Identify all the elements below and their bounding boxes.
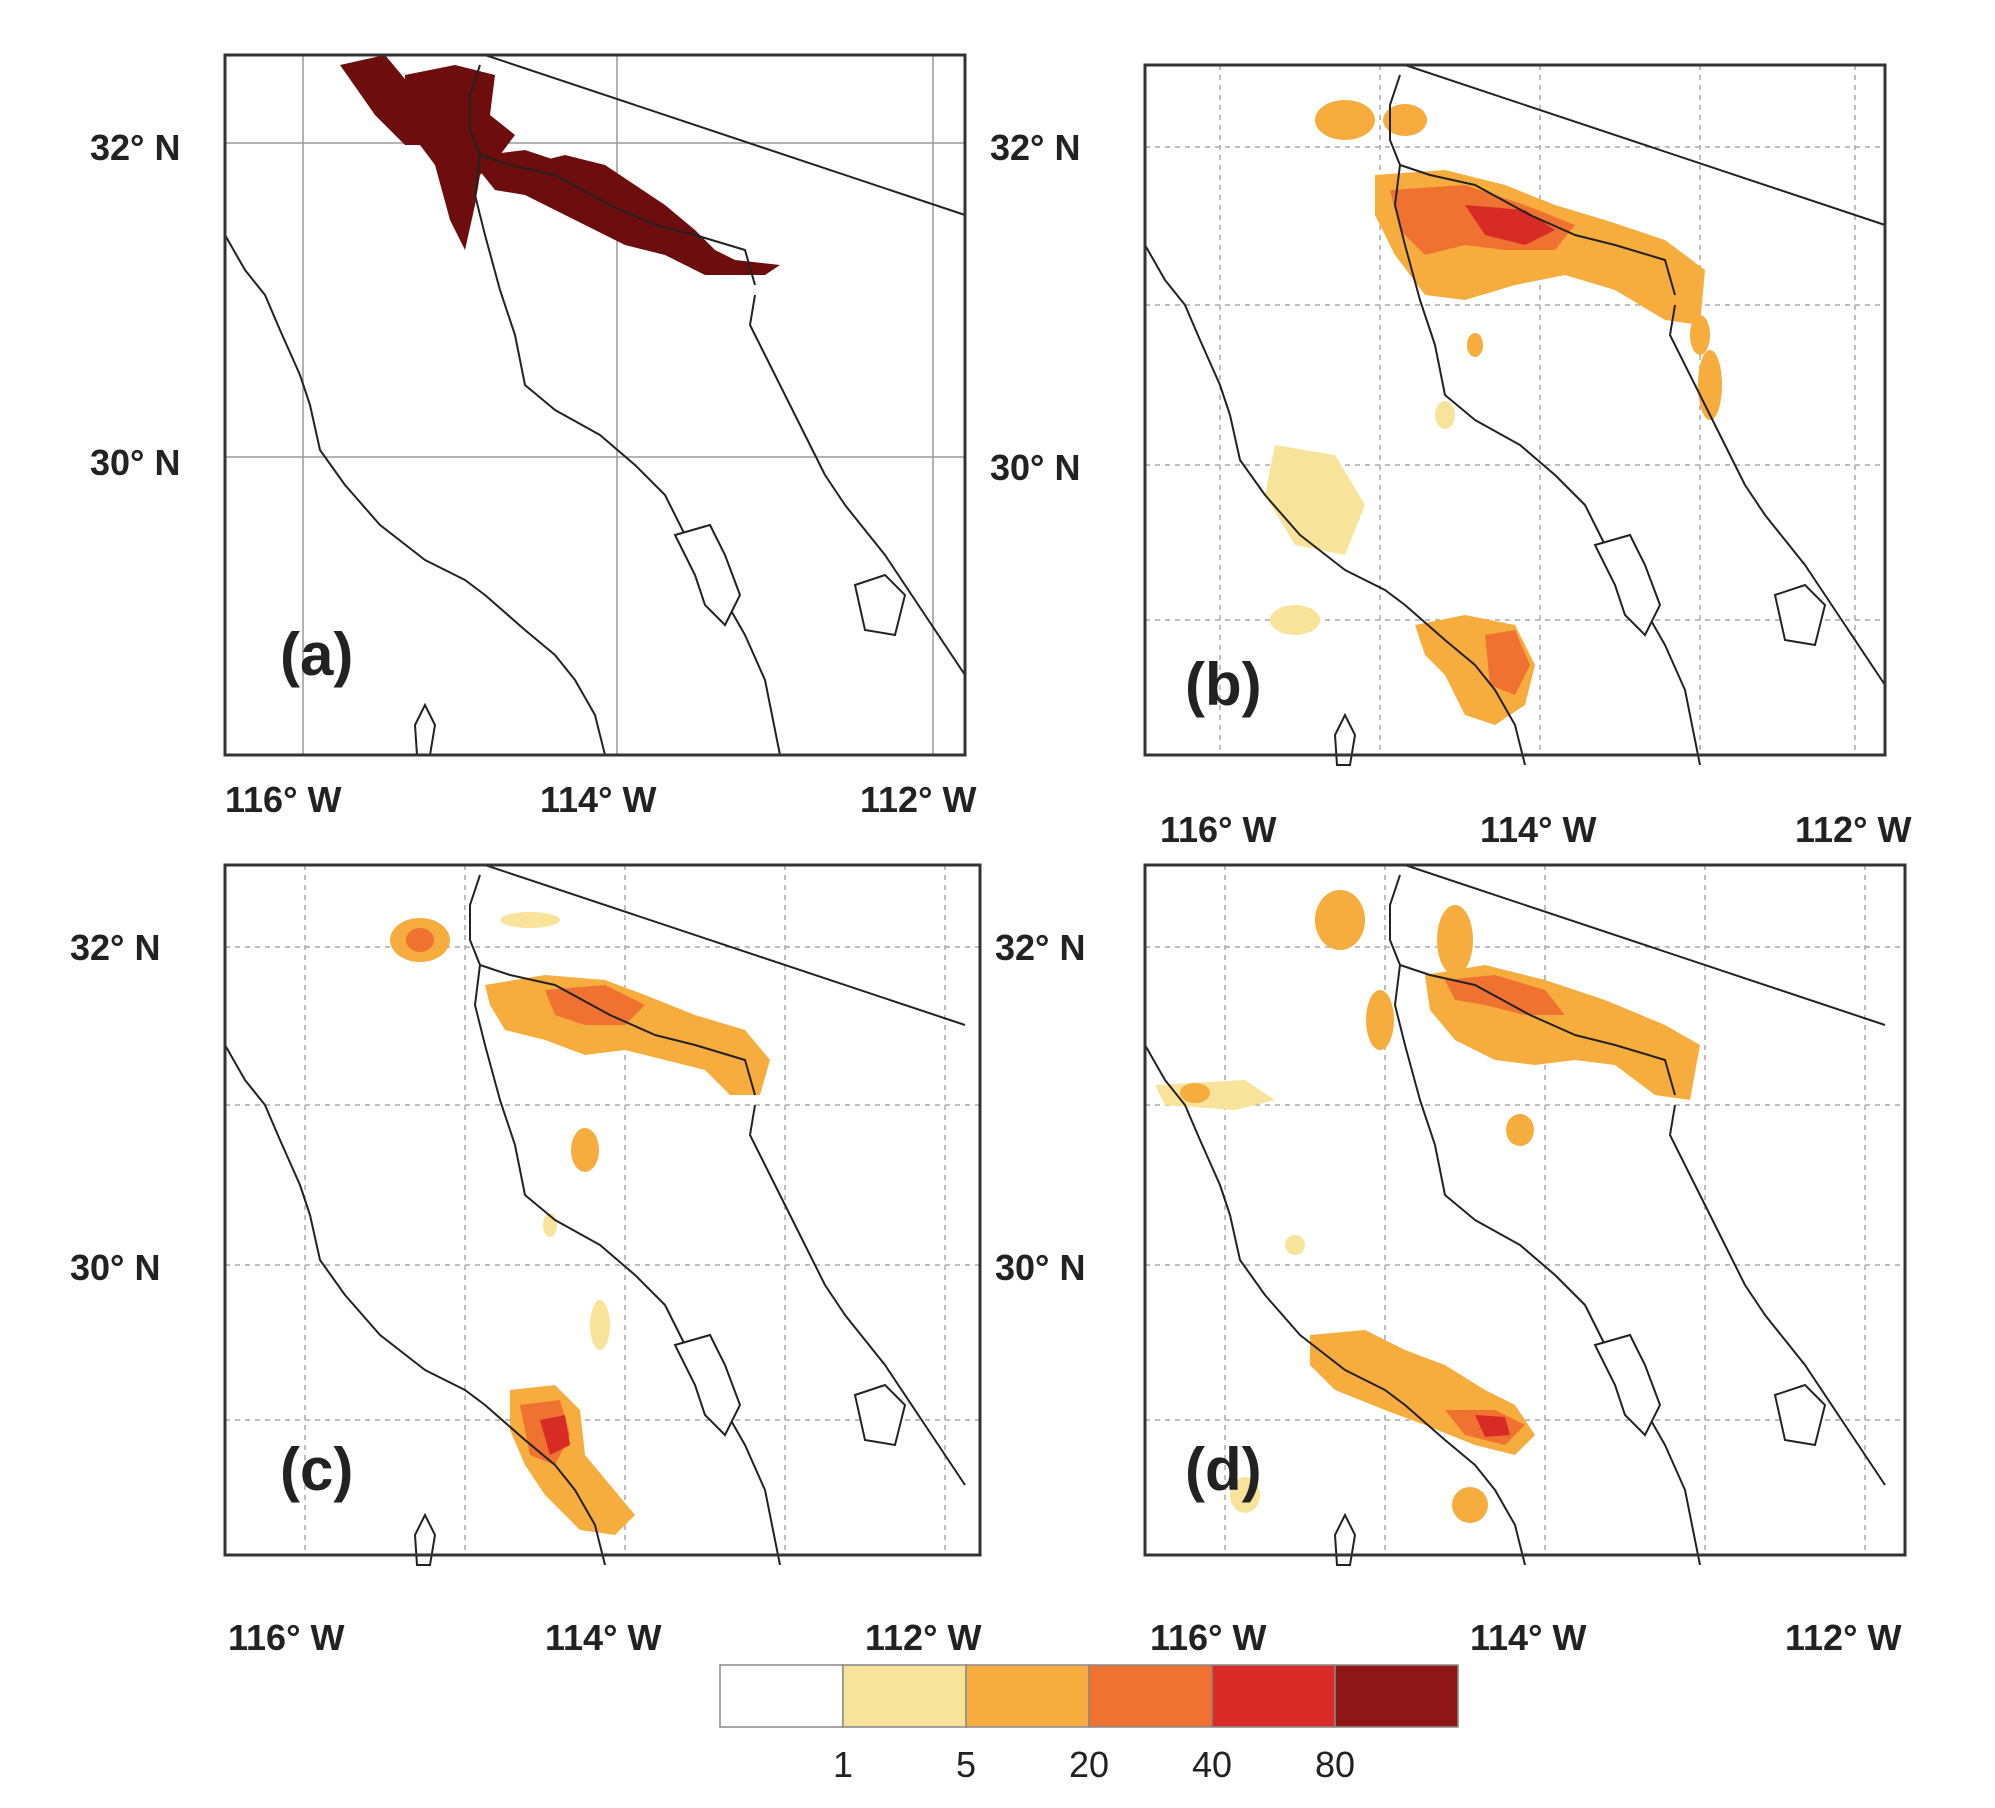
lon-label-d-112: 112° W xyxy=(1785,1617,1901,1658)
panel-label-c: (c) xyxy=(280,1436,353,1503)
lat-label-d-30: 30° N xyxy=(995,1247,1085,1288)
panel-label-b: (b) xyxy=(1185,651,1262,718)
lat-label-a-30: 30° N xyxy=(90,442,180,483)
colorbar-tick-label: 80 xyxy=(1315,1744,1355,1785)
panel-a-region xyxy=(340,55,780,275)
lon-label-c-114: 114° W xyxy=(545,1617,661,1658)
lon-label-c-116: 116° W xyxy=(228,1617,344,1658)
colorbar: 1 5 20 40 80 xyxy=(719,1664,1459,1785)
colorbar-swatch xyxy=(1088,1664,1213,1728)
lon-label-b-116: 116° W xyxy=(1160,809,1276,850)
panel-label-d: (d) xyxy=(1185,1436,1262,1503)
panel-c-fields xyxy=(390,912,770,1535)
colorbar-swatch xyxy=(1334,1664,1459,1728)
panel-b-fields xyxy=(1265,100,1722,725)
lon-label-a-116: 116° W xyxy=(225,779,341,820)
panel-c: (c) xyxy=(223,863,982,1566)
colorbar-swatch xyxy=(719,1664,844,1728)
panel-a-gridlines xyxy=(225,55,965,755)
colorbar-tick-label: 40 xyxy=(1192,1744,1232,1785)
panel-b: (b) xyxy=(1143,63,1887,766)
lat-label-a-32: 32° N xyxy=(90,127,180,168)
colorbar-tick-label: 5 xyxy=(956,1744,976,1785)
panel-label-a: (a) xyxy=(280,621,353,688)
lat-label-b-30: 30° N xyxy=(990,447,1080,488)
lon-label-b-112: 112° W xyxy=(1795,809,1911,850)
lon-label-a-112: 112° W xyxy=(860,779,976,820)
lat-label-c-32: 32° N xyxy=(70,927,160,968)
panel-c-gridlines xyxy=(225,865,980,1555)
colorbar-swatch xyxy=(965,1664,1090,1728)
lon-label-d-116: 116° W xyxy=(1150,1617,1266,1658)
colorbar-tick-label: 20 xyxy=(1069,1744,1109,1785)
colorbar-swatch xyxy=(1211,1664,1336,1728)
panel-a: (a) xyxy=(223,53,967,757)
lon-label-a-114: 114° W xyxy=(540,779,656,820)
lon-label-b-114: 114° W xyxy=(1480,809,1596,850)
lat-label-d-32: 32° N xyxy=(995,927,1085,968)
lon-label-c-112: 112° W xyxy=(865,1617,981,1658)
lat-label-c-30: 30° N xyxy=(70,1247,160,1288)
panel-d-fields xyxy=(1155,890,1700,1523)
colorbar-tick-label: 1 xyxy=(833,1744,853,1785)
colorbar-swatch xyxy=(842,1664,967,1728)
lon-label-d-114: 114° W xyxy=(1470,1617,1586,1658)
panel-d: (d) xyxy=(1143,863,1907,1566)
lat-label-b-32: 32° N xyxy=(990,127,1080,168)
